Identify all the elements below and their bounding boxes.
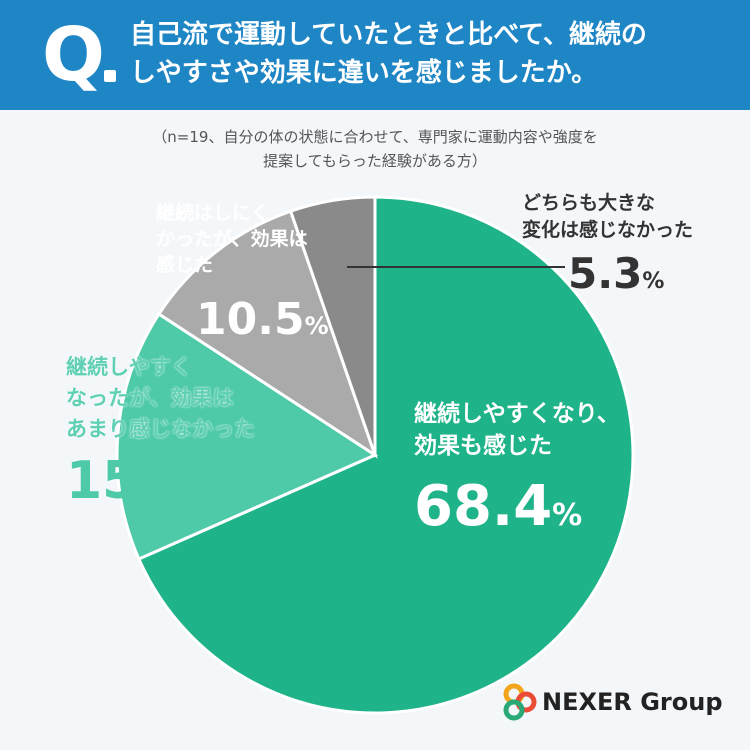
slice-value-main-num: 68.4 — [414, 474, 553, 539]
logo-text: NEXER Group — [542, 688, 723, 716]
pie-slice-b — [156, 209, 378, 459]
question-line-2: しやすさや効果に違いを感じましたか。 — [130, 58, 598, 88]
slice-value-main: 68.4% — [414, 472, 620, 551]
slice-value-main-unit: % — [552, 498, 583, 533]
slice-value-a-num: 15.8 — [66, 451, 195, 511]
pie-slice-a — [115, 311, 379, 561]
pie-slice-main — [136, 195, 635, 715]
q-dot — [104, 70, 116, 82]
logo-rings-icon — [503, 683, 537, 721]
nexer-logo: NEXER Group — [500, 682, 723, 722]
slice-value-b: 10.5% — [196, 292, 329, 354]
slice-label-main: 継続しやすくなり、 効果も感じた 68.4% — [414, 398, 620, 551]
pie-slice-c — [288, 195, 377, 456]
slice-label-a-line3: あまり感じなかった — [66, 417, 255, 441]
slice-value-a-unit: % — [194, 472, 223, 505]
slice-label-main-line1: 継続しやすくなり、 — [414, 401, 620, 427]
slice-value-c-unit: % — [642, 269, 665, 294]
slice-value-c: 5.3% — [568, 248, 693, 308]
slice-label-a: 継続しやすく なったが、効果は あまり感じなかった 15.8% — [66, 352, 255, 521]
sample-note-line-1: （n=19、自分の体の状態に合わせて、専門家に運動内容や強度を — [152, 128, 598, 146]
slice-label-c-line2: 変化は感じなかった — [522, 219, 694, 241]
logo-ring — [503, 699, 525, 721]
slice-label-a-line2: なったが、効果は — [66, 386, 234, 410]
slice-label-b-line3: 感じた — [156, 254, 214, 276]
slice-label-b-line2: かったが、効果は — [156, 228, 308, 250]
slice-label-b-line1: 継続はしにく — [156, 202, 270, 224]
slice-value-c-num: 5.3 — [568, 249, 643, 298]
question-header: Q 自己流で運動していたときと比べて、継続の しやすさや効果に違いを感じましたか… — [0, 0, 750, 110]
q-letter: Q — [42, 12, 105, 98]
sample-note-line-2: 提案してもらった経験がある方） — [263, 152, 487, 170]
slice-value-b-unit: % — [304, 312, 329, 340]
slice-label-c-line1: どちらも大きな — [522, 192, 656, 214]
slice-value-b-num: 10.5 — [196, 294, 305, 345]
slice-label-main-line2: 効果も感じた — [414, 433, 552, 459]
question-line-1: 自己流で運動していたときと比べて、継続の — [130, 20, 647, 50]
slice-label-a-line1: 継続しやすく — [66, 355, 192, 379]
slice-label-b: 継続はしにく かったが、効果は 感じた 10.5% — [156, 200, 329, 354]
slice-label-c: どちらも大きな 変化は感じなかった 5.3% — [522, 190, 693, 308]
slice-value-a: 15.8% — [66, 449, 255, 521]
